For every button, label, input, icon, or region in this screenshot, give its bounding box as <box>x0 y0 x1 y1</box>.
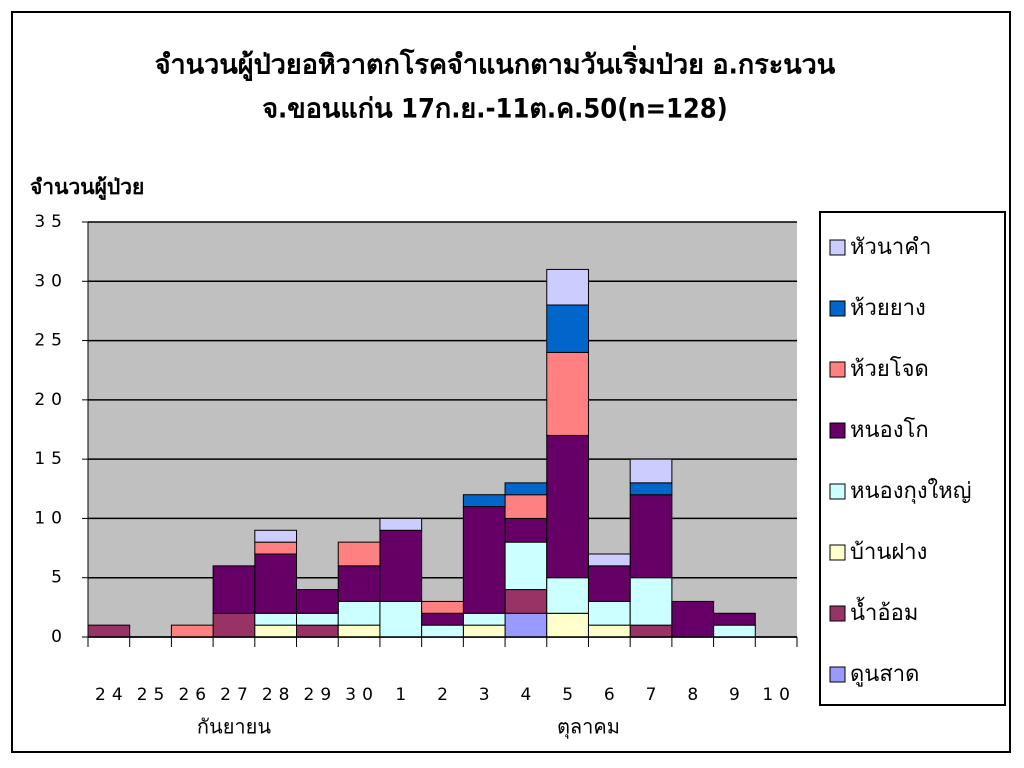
bar-segment <box>504 517 548 543</box>
legend-label: น้ำอ้อม <box>850 597 918 626</box>
bar-segment <box>296 612 339 626</box>
bar-segment <box>379 529 423 602</box>
legend-swatch <box>829 239 846 256</box>
bar-segment <box>587 565 631 602</box>
bar-segment <box>254 529 298 543</box>
legend-swatch <box>829 544 846 561</box>
bar-segment <box>170 624 214 638</box>
x-group-label: ตุลาคม <box>557 715 620 740</box>
bar-segment <box>421 624 464 638</box>
bar-segment <box>337 624 381 638</box>
bar-segment <box>546 304 589 353</box>
bar-segment <box>337 541 381 567</box>
bar-segment <box>587 600 631 626</box>
x-tick-label: 27 <box>220 685 254 705</box>
x-tick-label: 8 <box>687 685 704 705</box>
y-tick-label: 20 <box>34 390 68 410</box>
bar-segment <box>296 624 339 638</box>
x-tick-label: 24 <box>95 685 129 705</box>
bar-segment <box>212 612 256 638</box>
bar-segment <box>337 600 381 626</box>
bar-segment <box>379 600 423 638</box>
x-tick-label: 30 <box>345 685 379 705</box>
y-tick-label: 25 <box>34 331 68 351</box>
bar-segment <box>462 494 506 508</box>
legend-label: หัวนาคำ <box>850 235 931 260</box>
x-tick-label: 26 <box>178 685 212 705</box>
legend-swatch <box>829 361 846 378</box>
bar-segment <box>462 612 506 626</box>
x-group-label: กันยายน <box>197 715 271 739</box>
bar-segment <box>462 624 506 638</box>
bar-segment <box>504 482 548 496</box>
legend-label: บ้านฝาง <box>850 540 927 565</box>
x-tick-label: 25 <box>137 685 171 705</box>
bar-segment <box>713 624 756 638</box>
x-tick-label: 2 <box>437 685 454 705</box>
y-tick-label: 5 <box>51 568 68 588</box>
legend-label: หนองโก <box>850 417 929 443</box>
chart-title: จำนวนผู้ป่วยอหิวาตกโรคจำแนกตามวันเริ่มป่… <box>155 45 836 82</box>
legend-label: ดูนสาด <box>850 662 919 687</box>
bar-segment <box>87 624 131 638</box>
chart-title: จ.ขอนแก่น 17ก.ย.-11ต.ค.50(n=128) <box>262 94 728 125</box>
x-tick-label: 4 <box>520 685 537 705</box>
legend-label: หนองกุงใหญ่ <box>850 478 972 504</box>
x-tick-label: 6 <box>604 685 621 705</box>
y-tick-label: 0 <box>51 627 68 647</box>
legend-swatch <box>829 483 846 500</box>
x-tick-label: 28 <box>262 685 296 705</box>
bar-segment <box>462 506 506 614</box>
bar-segment <box>587 553 631 567</box>
y-axis-title: จำนวนผู้ป่วย <box>30 175 144 201</box>
legend-label: ห้วยยาง <box>850 296 926 321</box>
legend-label: ห้วยโจด <box>850 356 929 382</box>
bar-segment <box>296 589 339 614</box>
legend-swatch <box>829 605 846 622</box>
legend-swatch <box>829 422 846 439</box>
legend-swatch <box>829 666 846 683</box>
y-tick-label: 10 <box>34 508 68 528</box>
y-tick-label: 30 <box>34 271 68 291</box>
bar-segment <box>254 624 298 638</box>
bar-segment <box>629 482 673 496</box>
bar-segment <box>629 458 673 484</box>
legend-swatch <box>829 300 846 317</box>
x-tick-label: 7 <box>646 685 663 705</box>
bar-segment <box>254 612 298 626</box>
bar-segment <box>629 624 673 638</box>
legend <box>819 211 1006 706</box>
bar-segment <box>504 494 548 519</box>
bar-segment <box>254 541 298 555</box>
x-tick-label: 9 <box>729 685 746 705</box>
x-tick-label: 10 <box>762 685 796 705</box>
plot-area <box>88 222 797 637</box>
bar-segment <box>337 565 381 602</box>
bar-segment <box>379 517 423 531</box>
bar-segment <box>504 541 548 591</box>
bar-segment <box>212 565 256 614</box>
x-tick-label: 3 <box>479 685 496 705</box>
bar-segment <box>546 351 589 436</box>
x-tick-label: 29 <box>304 685 338 705</box>
bar-segment <box>421 612 464 626</box>
bar-segment <box>421 600 464 614</box>
bar-segment <box>671 600 715 638</box>
bar-segment <box>546 577 589 614</box>
bar-segment <box>546 612 589 638</box>
bar-segment <box>713 612 756 626</box>
bar-segment <box>254 553 298 614</box>
bar-segment <box>546 268 589 306</box>
bar-segment <box>504 589 548 614</box>
bar-segment <box>629 494 673 579</box>
bar-segment <box>587 624 631 638</box>
y-tick-label: 15 <box>34 449 68 469</box>
x-tick-label: 5 <box>562 685 579 705</box>
y-tick-label: 35 <box>34 212 68 232</box>
bar-segment <box>546 434 589 579</box>
bar-segment <box>629 577 673 626</box>
x-tick-label: 1 <box>395 685 412 705</box>
bar-segment <box>504 612 548 638</box>
